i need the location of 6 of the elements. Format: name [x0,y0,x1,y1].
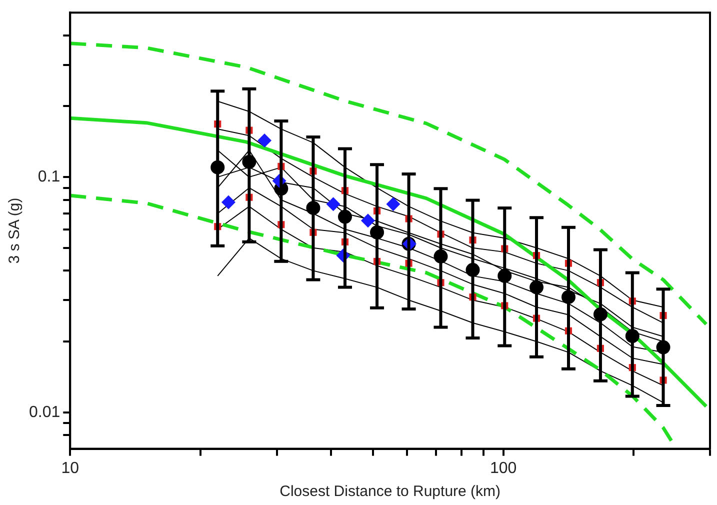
x-axis-title: Closest Distance to Rupture (km) [280,483,501,500]
y-tick-label: 0.1 [38,168,60,186]
y-axis-title: 3 s SA (g) [6,198,24,264]
y-tick-label: 0.01 [29,404,60,421]
x-tick-label: 10 [61,460,80,477]
x-tick-label: 100 [490,460,517,477]
